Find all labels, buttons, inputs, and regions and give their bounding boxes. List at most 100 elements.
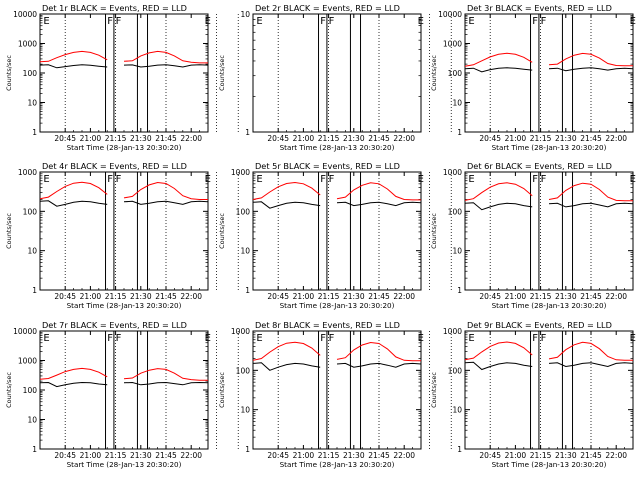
flare-marker: F [541,174,547,185]
y-tick-label: 10 [27,99,37,108]
x-tick-label: 21:15 [530,292,552,301]
series-line-lld [39,181,208,200]
y-axis-label: Counts/sec [218,55,226,91]
x-tick-label: 20:45 [54,134,76,143]
x-tick-label: 20:45 [54,292,76,301]
y-tick-label: 1 [32,445,37,454]
x-tick-label: 21:15 [530,451,552,460]
x-tick-label: 21:15 [105,451,127,460]
panel-6: Det 6r BLACK = Events, RED = LLD Counts/s… [430,161,636,310]
series-line-lld [464,52,633,67]
flare-marker: F [329,16,335,27]
flare-marker: F [116,174,122,185]
panel-4: Det 4r BLACK = Events, RED = LLD Counts/s… [5,161,239,310]
panel-title: Det 1r BLACK = Events, RED = LLD [42,3,187,13]
y-tick-label: 1000 [443,40,462,49]
x-tick-label: 22:00 [605,451,627,460]
x-tick-label: 21:45 [155,292,177,301]
y-tick-label: 10 [240,247,250,256]
x-tick-label: 20:45 [479,451,501,460]
x-tick-label: 22:00 [605,292,627,301]
flare-marker: F [320,333,326,344]
y-tick-label: 10 [452,406,462,415]
x-tick-label: 20:45 [479,134,501,143]
flare-marker: F [541,16,547,27]
x-tick-label: 22:00 [393,134,415,143]
x-tick-label: 21:30 [343,451,365,460]
y-tick-label: 1 [245,128,250,137]
x-tick-label: 20:45 [267,134,289,143]
panel-title: Det 7r BLACK = Events, RED = LLD [42,320,187,330]
x-tick-label: 21:15 [530,134,552,143]
y-tick-label: 100 [236,366,251,375]
flare-marker: F [107,333,113,344]
x-axis-label: Start Time (28-Jan-13 20:30:20) [492,460,607,469]
x-axis-label: Start Time (28-Jan-13 20:30:20) [280,301,395,310]
flare-marker: F [320,16,326,27]
panel-title: Det 6r BLACK = Events, RED = LLD [467,161,612,171]
x-tick-label: 21:00 [80,451,102,460]
x-axis-label: Start Time (28-Jan-13 20:30:20) [492,143,607,152]
flare-marker: F [541,333,547,344]
series-line-events [464,67,634,73]
y-tick-label: 10 [240,406,250,415]
y-tick-label: 1000 [18,40,37,49]
x-tick-label: 21:15 [318,451,340,460]
y-tick-label: 1000 [18,168,37,177]
eclipse-marker: E [630,333,636,344]
x-tick-label: 20:45 [267,292,289,301]
y-tick-label: 100 [23,69,38,78]
eclipse-marker: E [205,174,211,185]
panel-title: Det 2r BLACK = Events, RED = LLD [255,3,400,13]
panel-9: Det 9r BLACK = Events, RED = LLD Counts/s… [430,320,636,469]
y-tick-label: 100 [23,386,38,395]
y-tick-label: 1 [245,445,250,454]
x-axis-label: Start Time (28-Jan-13 20:30:20) [280,143,395,152]
eclipse-marker: E [43,16,49,27]
flare-marker: F [107,174,113,185]
series-line-events [39,200,209,207]
series-line-lld [252,341,421,362]
x-tick-label: 20:45 [54,451,76,460]
x-tick-label: 22:00 [180,451,202,460]
x-tick-label: 20:45 [267,451,289,460]
panel-title: Det 8r BLACK = Events, RED = LLD [255,320,400,330]
y-axis-label: Counts/sec [5,213,13,249]
flare-marker: F [532,16,538,27]
flare-marker: F [320,174,326,185]
panel-8: Det 8r BLACK = Events, RED = LLD Counts/s… [218,320,452,469]
eclipse-marker: E [43,333,49,344]
y-axis-label: Counts/sec [430,55,438,91]
x-tick-label: 21:15 [318,292,340,301]
y-tick-label: 100 [23,207,38,216]
x-tick-label: 21:45 [580,292,602,301]
y-tick-label: 100 [448,366,463,375]
x-tick-label: 21:00 [505,134,527,143]
y-tick-label: 1000 [443,327,462,336]
x-tick-label: 21:15 [105,292,127,301]
series-line-lld [252,181,421,201]
flare-marker: F [532,333,538,344]
flare-marker: F [532,174,538,185]
y-tick-label: 1 [457,128,462,137]
panel-title: Det 4r BLACK = Events, RED = LLD [42,161,187,171]
eclipse-marker: E [630,16,636,27]
y-tick-label: 1000 [231,327,250,336]
x-tick-label: 21:15 [318,134,340,143]
eclipse-marker: E [468,16,474,27]
series-line-events [39,64,209,69]
eclipse-marker: E [468,174,474,185]
flare-marker: F [116,333,122,344]
panel-title: Det 3r BLACK = Events, RED = LLD [467,3,612,13]
x-tick-label: 21:30 [343,134,365,143]
panel-2: Det 2r BLACK = Events, RED = LLD Counts/s… [218,3,452,152]
y-tick-label: 10 [452,99,462,108]
series-line-lld [464,182,633,202]
y-axis-label: Counts/sec [430,213,438,249]
panel-7: Det 7r BLACK = Events, RED = LLD Counts/s… [5,320,239,469]
y-axis-label: Counts/sec [5,55,13,91]
eclipse-marker: E [205,16,211,27]
x-tick-label: 21:45 [580,134,602,143]
x-tick-label: 21:00 [505,451,527,460]
